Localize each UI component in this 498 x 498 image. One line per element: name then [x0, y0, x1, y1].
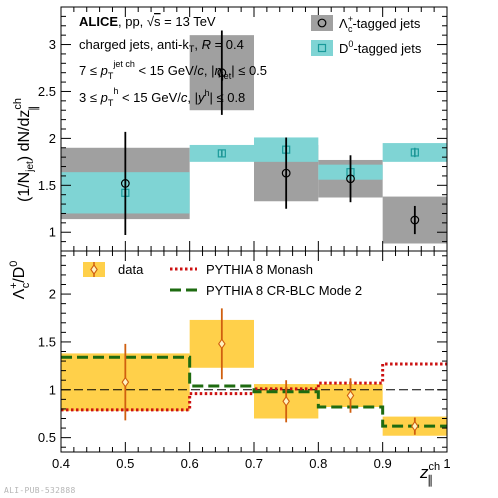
legend-d0-label: D0-tagged jets: [339, 39, 422, 56]
bottom-y-tick-label: 1: [49, 382, 56, 397]
bottom-y-tick-label: 0.5: [38, 430, 56, 445]
legend-crblc-label: PYTHIA 8 CR-BLC Mode 2: [206, 283, 362, 298]
legend-lambda-swatch: [311, 15, 333, 31]
annotation-experiment: ALICE, pp, √s = 13 TeV: [79, 14, 216, 29]
legend-lambda-marker: [317, 18, 327, 28]
lambda-point: [217, 68, 227, 78]
legend-d0-marker: [317, 43, 327, 53]
ratio-point: [411, 420, 419, 432]
x-tick-label: 1: [443, 456, 450, 471]
annotation-jets: charged jets, anti-kT, R = 0.4: [79, 37, 244, 54]
x-tick-label: 0.7: [245, 456, 263, 471]
legend-data-marker: [90, 264, 98, 275]
top-y-tick-label: 2: [49, 131, 56, 146]
bottom-y-axis-label: Λ+c/D0: [8, 261, 32, 300]
annotation-jet-pt: 7 ≤ pTjet ch < 15 GeV/c, |ηjet| ≤ 0.5: [79, 59, 267, 81]
legend-d0-swatch: [311, 40, 333, 56]
x-tick-label: 0.8: [309, 456, 327, 471]
ratio-point: [346, 390, 355, 401]
ratio-point: [282, 395, 290, 407]
top-y-tick-label: 3: [49, 37, 56, 52]
lambda-point: [346, 174, 355, 184]
top-y-tick-label: 1: [49, 225, 56, 240]
bottom-y-tick-label: 2: [49, 287, 56, 302]
x-axis-label: zch ∥: [419, 461, 440, 487]
legend-data-label: data: [118, 262, 144, 277]
top-y-tick-label: 1.5: [38, 178, 56, 193]
legend-monash-label: PYTHIA 8 Monash: [206, 262, 313, 277]
annotation-hadron: 3 ≤ pTh < 15 GeV/c, |yh| ≤ 0.8: [79, 86, 245, 108]
x-tick-label: 0.9: [374, 456, 392, 471]
top-y-tick-label: 2.5: [38, 84, 56, 99]
lambda-point: [281, 168, 291, 178]
x-tick-label: 0.4: [52, 456, 70, 471]
lambda-point: [120, 179, 130, 188]
x-tick-label: 0.6: [181, 456, 199, 471]
bottom-y-tick-label: 1.5: [38, 334, 56, 349]
x-tick-label: 0.5: [116, 456, 134, 471]
lambda-point: [410, 215, 420, 225]
d0-point: [410, 148, 419, 157]
ratio-point: [121, 376, 130, 388]
ratio-point: [218, 338, 226, 350]
d0-point: [217, 149, 226, 158]
legend-lambda-label: Λ+ c-tagged jets: [339, 14, 421, 34]
watermark: ALI-PUB-532888: [4, 486, 76, 495]
top-y-axis-label: (1/Njet) dN/dzch ∥: [12, 98, 40, 202]
